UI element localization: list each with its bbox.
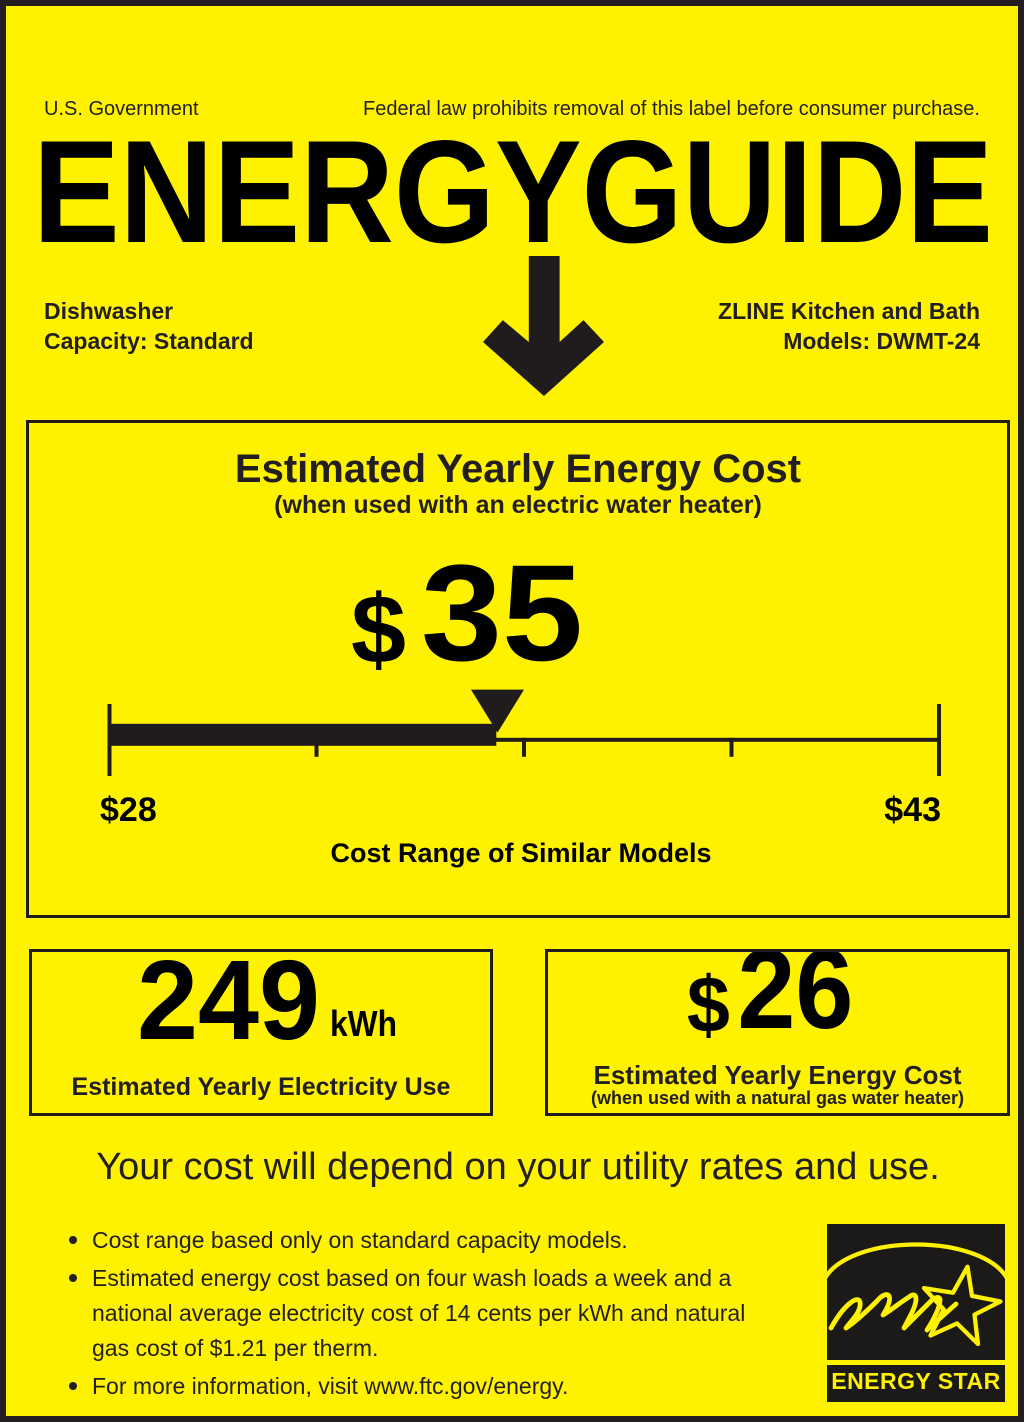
svg-text:Cost Range of Similar Models: Cost Range of Similar Models xyxy=(330,838,711,868)
svg-text:$: $ xyxy=(687,960,730,1049)
svg-text:ENERGYGUIDE: ENERGYGUIDE xyxy=(33,110,993,273)
svg-text:kWh: kWh xyxy=(330,1003,397,1044)
svg-text:$28: $28 xyxy=(100,791,157,829)
svg-text:$43: $43 xyxy=(884,791,941,829)
svg-text:26: 26 xyxy=(737,952,853,1052)
svg-text:ENERGY STAR: ENERGY STAR xyxy=(831,1368,1001,1394)
svg-text:249: 249 xyxy=(137,952,320,1063)
